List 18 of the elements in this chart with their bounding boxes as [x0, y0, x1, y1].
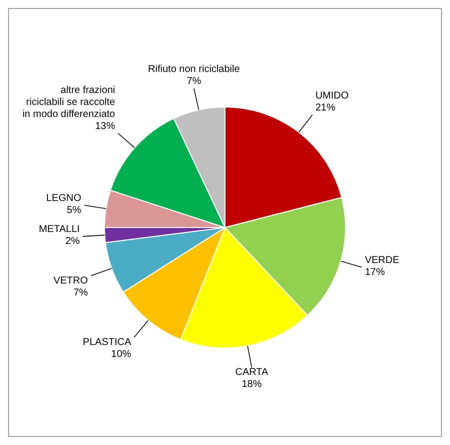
- data-label: 2%: [65, 236, 80, 248]
- data-label: 18%: [242, 379, 262, 390]
- data-label: 21%: [315, 102, 336, 114]
- slice-label: altre frazioni riciclabili se raccolte in modo differenziato: [22, 85, 116, 120]
- slice-label: UMIDO: [315, 90, 349, 102]
- slice-label: VERDE: [364, 255, 400, 266]
- slice-label: LEGNO: [46, 192, 82, 204]
- data-label: 7%: [186, 76, 202, 88]
- data-label: 5%: [66, 204, 82, 216]
- slice-label: METALLI: [38, 224, 80, 236]
- slice-label: PLASTICA: [82, 337, 132, 348]
- data-label: 10%: [111, 349, 132, 360]
- slice-label: Rifiuto non riciclabile: [148, 64, 240, 76]
- data-label: 13%: [95, 121, 116, 132]
- slice-label: VETRO: [53, 276, 88, 287]
- slice-label: CARTA: [235, 367, 269, 378]
- data-label: 7%: [73, 288, 88, 299]
- data-label: 17%: [364, 267, 385, 278]
